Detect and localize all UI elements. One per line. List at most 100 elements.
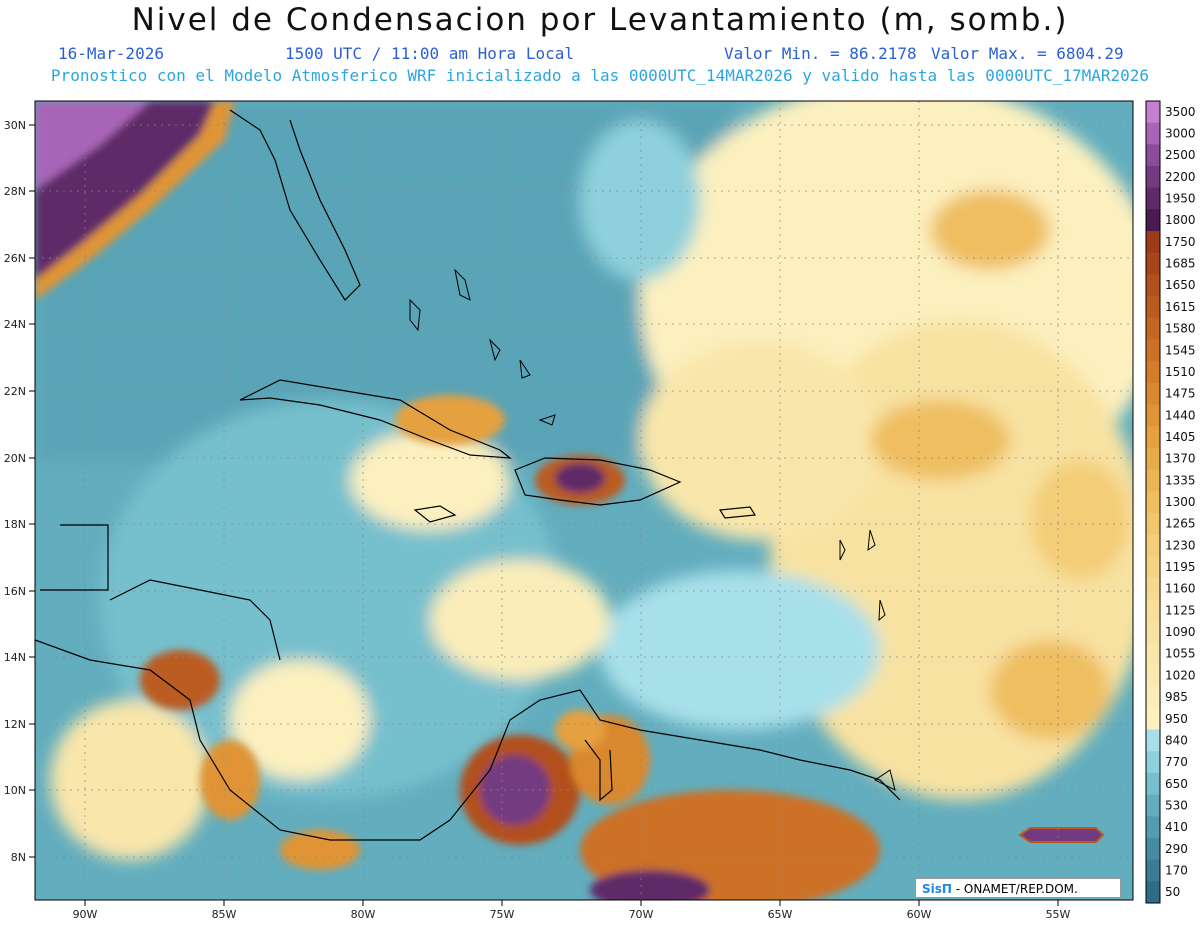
colorbar-swatch [1146, 144, 1160, 167]
lat-label-12n: 12N [4, 718, 26, 731]
colorbar-swatch [1146, 577, 1160, 601]
lat-label-16n: 16N [4, 585, 26, 598]
colorbar-frame [1145, 100, 1161, 904]
colorbar-label: 1090 [1165, 625, 1196, 639]
onamet-credit: - ONAMET/REP.DOM. [951, 882, 1078, 896]
colorbar-label: 2200 [1165, 170, 1196, 184]
colorbar: 3500 3000 2500 2200 1950 1800 1750 1685 1650 1615… [1145, 100, 1196, 904]
colorbar-swatch [1146, 816, 1160, 839]
lon-label-70w: 70W [629, 908, 654, 921]
colorbar-swatch [1146, 664, 1160, 687]
colorbar-swatch [1146, 101, 1160, 124]
colorbar-label: 1750 [1165, 235, 1196, 249]
lon-label-55w: 55W [1046, 908, 1071, 921]
colorbar-label: 1800 [1165, 213, 1196, 227]
colorbar-label: 3500 [1165, 105, 1196, 119]
colorbar-swatch [1146, 231, 1160, 254]
colorbar-label: 1650 [1165, 278, 1196, 292]
colorbar-swatch [1146, 599, 1160, 622]
colorbar-label: 770 [1165, 755, 1188, 769]
colorbar-swatch [1146, 621, 1160, 644]
colorbar-swatch [1146, 686, 1160, 709]
colorbar-swatch [1146, 187, 1160, 210]
colorbar-swatch [1146, 274, 1160, 297]
forecast-info: Pronostico con el Modelo Atmosferico WRF… [50, 66, 1150, 85]
colorbar-swatch [1146, 209, 1160, 232]
colorbar-swatch [1146, 426, 1160, 449]
source-logo: SisΠ - ONAMET/REP.DOM. [915, 878, 1121, 898]
colorbar-swatch [1146, 122, 1160, 145]
colorbar-label: 1440 [1165, 408, 1196, 422]
colorbar-label: 1125 [1165, 603, 1196, 617]
colorbar-swatch [1146, 447, 1160, 470]
colorbar-swatch [1146, 469, 1160, 492]
lon-label-75w: 75W [490, 908, 515, 921]
colorbar-swatch [1146, 534, 1160, 557]
colorbar-swatch [1146, 556, 1160, 579]
colorbar-swatch [1146, 837, 1160, 861]
colorbar-label: 1950 [1165, 192, 1196, 206]
colorbar-label: 1335 [1165, 473, 1196, 487]
colorbar-label: 1615 [1165, 300, 1196, 314]
colorbar-swatch [1146, 859, 1160, 882]
colorbar-swatch [1146, 317, 1160, 340]
colorbar-swatch [1146, 252, 1160, 275]
colorbar-swatch [1146, 794, 1160, 817]
colorbar-label: 1405 [1165, 430, 1196, 444]
colorbar-label: 1545 [1165, 343, 1196, 357]
colorbar-label: 1195 [1165, 560, 1196, 574]
colorbar-label: 1055 [1165, 647, 1196, 661]
min-value: Valor Min. = 86.2178 [724, 44, 917, 63]
lon-label-85w: 85W [212, 908, 237, 921]
colorbar-swatch [1146, 729, 1160, 752]
colorbar-label: 1475 [1165, 387, 1196, 401]
colorbar-label: 170 [1165, 863, 1188, 877]
max-value: Valor Max. = 6804.29 [931, 44, 1124, 63]
colorbar-swatch [1146, 642, 1160, 666]
lon-label-65w: 65W [768, 908, 793, 921]
colorbar-label: 530 [1165, 798, 1188, 812]
sispi-logo-text: SisΠ [922, 882, 952, 896]
colorbar-swatch [1146, 751, 1160, 774]
colorbar-label: 3000 [1165, 127, 1196, 141]
lon-label-60w: 60W [907, 908, 932, 921]
colorbar-label: 1300 [1165, 495, 1196, 509]
colorbar-label: 1510 [1165, 365, 1196, 379]
colorbar-label: 1230 [1165, 538, 1196, 552]
colorbar-swatch [1146, 382, 1160, 405]
lcl-field [35, 101, 1133, 900]
lat-label-8n: 8N [11, 851, 26, 864]
colorbar-label: 840 [1165, 733, 1188, 747]
colorbar-swatch [1146, 707, 1160, 731]
colorbar-label: 950 [1165, 712, 1188, 726]
valid-date: 16-Mar-2026 [58, 44, 164, 63]
colorbar-swatch [1146, 166, 1160, 189]
lat-label-14n: 14N [4, 651, 26, 664]
colorbar-swatch [1146, 339, 1160, 362]
colorbar-swatch [1146, 404, 1160, 427]
colorbar-label: 1580 [1165, 322, 1196, 336]
colorbar-swatch [1146, 361, 1160, 384]
lat-label-10n: 10N [4, 784, 26, 797]
colorbar-swatch [1146, 491, 1160, 514]
colorbar-label: 650 [1165, 777, 1188, 791]
lon-label-90w: 90W [73, 908, 98, 921]
lat-label-20n: 20N [4, 452, 26, 465]
colorbar-label: 290 [1165, 842, 1188, 856]
colorbar-label: 1685 [1165, 257, 1196, 271]
map-frame [34, 100, 1134, 901]
colorbar-label: 410 [1165, 820, 1188, 834]
lat-label-30n: 30N [4, 119, 26, 132]
lat-label-22n: 22N [4, 385, 26, 398]
colorbar-swatch [1146, 772, 1160, 796]
lat-label-18n: 18N [4, 518, 26, 531]
colorbar-label: 1020 [1165, 668, 1196, 682]
lat-label-28n: 28N [4, 185, 26, 198]
colorbar-label: 1265 [1165, 517, 1196, 531]
colorbar-label: 50 [1165, 885, 1180, 899]
colorbar-label: 1370 [1165, 452, 1196, 466]
colorbar-swatch [1146, 512, 1160, 536]
lat-label-26n: 26N [4, 252, 26, 265]
colorbar-label: 985 [1165, 690, 1188, 704]
